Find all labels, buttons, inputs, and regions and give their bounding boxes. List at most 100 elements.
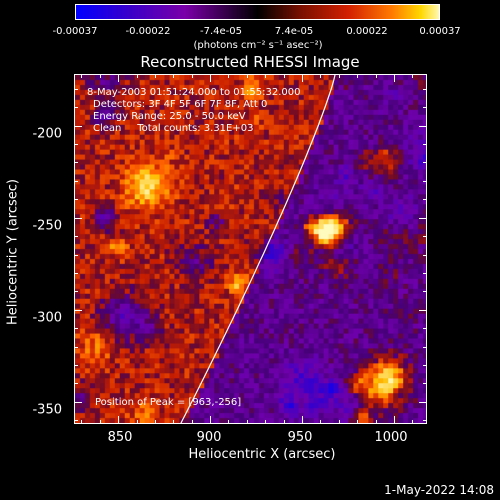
tick-mark <box>173 420 175 424</box>
heatmap-image <box>75 75 426 423</box>
y-tick-label: -200 <box>32 126 62 142</box>
tick-mark <box>74 383 78 385</box>
tick-mark <box>246 420 248 424</box>
info-time-range: 8-May-2003 01:51:24.000 to 01:55:32.000 <box>87 87 301 98</box>
tick-mark <box>210 74 212 82</box>
colorbar-tick: -0.00022 <box>125 26 171 37</box>
tick-mark <box>423 272 427 274</box>
colorbar-tick: 0.00037 <box>419 26 461 37</box>
timestamp: 1-May-2022 14:08 <box>384 483 494 497</box>
x-tick-label: 950 <box>287 430 313 445</box>
tick-mark <box>301 416 303 424</box>
tick-mark <box>423 383 427 385</box>
tick-mark <box>74 236 78 238</box>
tick-mark <box>246 74 248 78</box>
tick-mark <box>74 309 82 311</box>
colorbar-unit-label: (photons cm⁻² s⁻¹ asec⁻²) <box>193 40 323 51</box>
y-tick-label: -250 <box>32 218 62 234</box>
tick-mark <box>74 217 82 219</box>
tick-mark <box>74 401 82 403</box>
tick-mark <box>74 125 82 127</box>
tick-mark <box>74 162 78 164</box>
tick-mark <box>419 217 427 219</box>
tick-mark <box>423 328 427 330</box>
tick-mark <box>265 420 267 424</box>
colorbar-tick: 0.00022 <box>346 26 388 37</box>
tick-mark <box>118 74 120 82</box>
tick-mark <box>423 291 427 293</box>
tick-mark <box>357 74 359 78</box>
tick-mark <box>375 74 377 78</box>
y-axis-label: Heliocentric Y (arcsec) <box>5 179 21 325</box>
tick-mark <box>74 328 78 330</box>
x-axis-label: Heliocentric X (arcsec) <box>188 447 336 462</box>
tick-mark <box>118 416 120 424</box>
tick-mark <box>99 420 101 424</box>
tick-mark <box>74 180 78 182</box>
tick-mark <box>283 74 285 78</box>
tick-mark <box>338 74 340 78</box>
tick-mark <box>419 309 427 311</box>
tick-mark <box>419 401 427 403</box>
tick-mark <box>228 420 230 424</box>
tick-mark <box>191 74 193 78</box>
tick-mark <box>191 420 193 424</box>
tick-mark <box>423 365 427 367</box>
tick-mark <box>419 125 427 127</box>
tick-mark <box>81 74 83 78</box>
tick-mark <box>423 88 427 90</box>
tick-mark <box>154 420 156 424</box>
tick-mark <box>320 74 322 78</box>
tick-mark <box>412 420 414 424</box>
tick-mark <box>423 107 427 109</box>
info-energy-range: Energy Range: 25.0 - 50.0 keV <box>93 111 246 122</box>
info-clean-counts: Clean Total counts: 3.31E+03 <box>93 123 254 134</box>
tick-mark <box>423 346 427 348</box>
tick-mark <box>74 365 78 367</box>
tick-mark <box>74 199 78 201</box>
tick-mark <box>136 420 138 424</box>
tick-mark <box>136 74 138 78</box>
plot-area: 8-May-2003 01:51:24.000 to 01:55:32.000 … <box>74 74 427 424</box>
tick-mark <box>99 74 101 78</box>
tick-mark <box>320 420 322 424</box>
solar-limb-line <box>180 75 336 423</box>
tick-mark <box>423 254 427 256</box>
y-tick-label: -350 <box>32 402 62 418</box>
tick-mark <box>301 74 303 82</box>
tick-mark <box>74 254 78 256</box>
tick-mark <box>154 74 156 78</box>
tick-mark <box>338 420 340 424</box>
limb-overlay <box>180 75 336 423</box>
tick-mark <box>423 236 427 238</box>
tick-mark <box>81 420 83 424</box>
tick-mark <box>74 291 78 293</box>
chart-title: Reconstructed RHESSI Image <box>140 53 360 71</box>
tick-mark <box>393 416 395 424</box>
tick-mark <box>210 416 212 424</box>
tick-mark <box>423 162 427 164</box>
x-tick-label: 1000 <box>374 430 408 445</box>
tick-mark <box>357 420 359 424</box>
tick-mark <box>74 346 78 348</box>
tick-mark <box>393 74 395 82</box>
tick-mark <box>412 74 414 78</box>
tick-mark <box>265 74 267 78</box>
tick-mark <box>173 74 175 78</box>
tick-mark <box>423 199 427 201</box>
tick-mark <box>74 144 78 145</box>
tick-mark <box>283 420 285 424</box>
tick-mark <box>375 420 377 424</box>
y-tick-label: -300 <box>32 310 62 326</box>
tick-mark <box>423 144 427 145</box>
tick-mark <box>74 272 78 274</box>
info-detectors: Detectors: 3F 4F 5F 6F 7F 8F, Att 0 <box>93 99 268 110</box>
x-tick-label: 850 <box>107 430 133 445</box>
tick-mark <box>228 74 230 78</box>
colorbar <box>75 4 440 20</box>
colorbar-tick: -7.4e-05 <box>200 26 242 37</box>
tick-mark <box>74 420 78 422</box>
x-tick-label: 900 <box>196 430 222 445</box>
tick-mark <box>74 107 78 109</box>
tick-mark <box>423 180 427 182</box>
